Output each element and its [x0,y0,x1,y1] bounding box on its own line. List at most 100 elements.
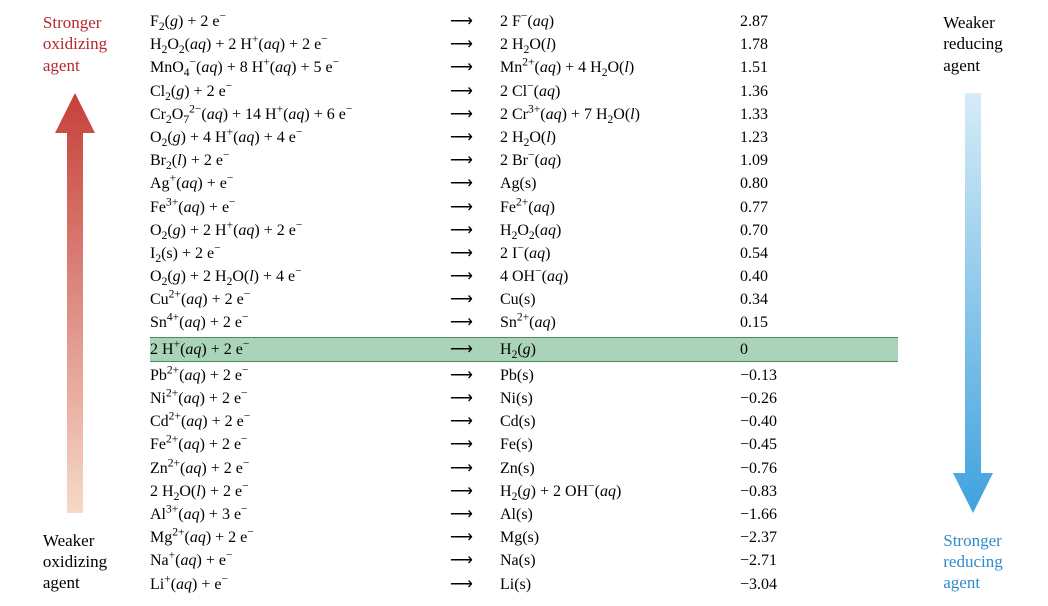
half-reaction-lhs: O2(g) + 2 H2O(l) + 4 e− [150,265,450,288]
reaction-arrow-icon: ⟶ [450,219,500,242]
half-reaction-lhs: Li+(aq) + e− [150,573,450,596]
table-row: Sn4+(aq) + 2 e−⟶Sn2+(aq)0.15 [150,311,898,334]
potential-value: −1.66 [730,503,810,526]
reaction-arrow-icon: ⟶ [450,103,500,126]
half-reaction-rhs: 2 I−(aq) [500,242,730,265]
reaction-arrow-icon: ⟶ [450,33,500,56]
table-row: Al3+(aq) + 3 e−⟶Al(s)−1.66 [150,503,898,526]
half-reaction-rhs: 2 Cl−(aq) [500,80,730,103]
potential-value: −2.37 [730,526,810,549]
red-arrow-up [55,76,95,530]
potential-value: 0.77 [730,196,810,219]
table-row: H2O2(aq) + 2 H+(aq) + 2 e−⟶2 H2O(l)1.78 [150,33,898,56]
table-row: Na+(aq) + e−⟶Na(s)−2.71 [150,549,898,572]
potential-value: 0 [730,338,810,361]
table-row: Ag+(aq) + e−⟶Ag(s)0.80 [150,172,898,195]
potential-value: −0.45 [730,433,810,456]
table-row: I2(s) + 2 e−⟶2 I−(aq)0.54 [150,242,898,265]
half-reaction-rhs: 2 Br−(aq) [500,149,730,172]
half-reaction-rhs: 2 H2O(l) [500,33,730,56]
table-row: Zn2+(aq) + 2 e−⟶Zn(s)−0.76 [150,457,898,480]
table-row-reference: 2 H+(aq) + 2 e−⟶H2(g)0 [150,337,898,362]
half-reaction-lhs: 2 H2O(l) + 2 e− [150,480,450,503]
reaction-arrow-icon: ⟶ [450,172,500,195]
half-reaction-lhs: Sn4+(aq) + 2 e− [150,311,450,334]
half-reaction-lhs: Cr2O72−(aq) + 14 H+(aq) + 6 e− [150,103,450,126]
half-reaction-rhs: 2 F−(aq) [500,10,730,33]
reaction-arrow-icon: ⟶ [450,526,500,549]
half-reaction-rhs: Fe(s) [500,433,730,456]
half-reaction-rhs: Pb(s) [500,364,730,387]
table-row: Cr2O72−(aq) + 14 H+(aq) + 6 e−⟶2 Cr3+(aq… [150,103,898,126]
half-reaction-rhs: Mn2+(aq) + 4 H2O(l) [500,56,730,79]
table-row: Fe2+(aq) + 2 e−⟶Fe(s)−0.45 [150,433,898,456]
potential-value: 2.87 [730,10,810,33]
half-reaction-rhs: Li(s) [500,573,730,596]
half-reaction-lhs: O2(g) + 2 H+(aq) + 2 e− [150,219,450,242]
table-row: Li+(aq) + e−⟶Li(s)−3.04 [150,573,898,596]
table-row: Cu2+(aq) + 2 e−⟶Cu(s)0.34 [150,288,898,311]
half-reaction-rhs: H2(g) + 2 OH−(aq) [500,480,730,503]
table-row: Mg2+(aq) + 2 e−⟶Mg(s)−2.37 [150,526,898,549]
potential-value: −0.83 [730,480,810,503]
table-row: F2(g) + 2 e−⟶2 F−(aq)2.87 [150,10,898,33]
half-reaction-lhs: Cu2+(aq) + 2 e− [150,288,450,311]
half-reaction-rhs: Cu(s) [500,288,730,311]
half-reaction-rhs: Ag(s) [500,172,730,195]
reaction-arrow-icon: ⟶ [450,242,500,265]
potential-value: 1.78 [730,33,810,56]
reaction-arrow-icon: ⟶ [450,410,500,433]
right-top-label: Weakerreducingagent [943,12,1002,76]
half-reaction-lhs: Zn2+(aq) + 2 e− [150,457,450,480]
reaction-arrow-icon: ⟶ [450,56,500,79]
half-reaction-lhs: Fe2+(aq) + 2 e− [150,433,450,456]
arrow-down-icon [953,93,993,513]
half-reaction-lhs: Ni2+(aq) + 2 e− [150,387,450,410]
table-row: MnO4−(aq) + 8 H+(aq) + 5 e−⟶Mn2+(aq) + 4… [150,56,898,79]
half-reaction-lhs: Mg2+(aq) + 2 e− [150,526,450,549]
reaction-arrow-icon: ⟶ [450,265,500,288]
reaction-arrow-icon: ⟶ [450,387,500,410]
reaction-arrow-icon: ⟶ [450,196,500,219]
left-bottom-label: Weakeroxidizingagent [43,530,107,594]
potential-value: 0.34 [730,288,810,311]
reaction-arrow-icon: ⟶ [450,149,500,172]
potential-value: 0.70 [730,219,810,242]
reaction-arrow-icon: ⟶ [450,10,500,33]
reaction-arrow-icon: ⟶ [450,549,500,572]
half-reaction-lhs: H2O2(aq) + 2 H+(aq) + 2 e− [150,33,450,56]
half-reaction-rhs: Sn2+(aq) [500,311,730,334]
reaction-arrow-icon: ⟶ [450,338,500,361]
half-reaction-lhs: Br2(l) + 2 e− [150,149,450,172]
potential-value: 0.54 [730,242,810,265]
half-reaction-lhs: Cd2+(aq) + 2 e− [150,410,450,433]
reaction-arrow-icon: ⟶ [450,433,500,456]
table-row: Ni2+(aq) + 2 e−⟶Ni(s)−0.26 [150,387,898,410]
half-reaction-lhs: Cl2(g) + 2 e− [150,80,450,103]
table-row: O2(g) + 2 H2O(l) + 4 e−⟶4 OH−(aq)0.40 [150,265,898,288]
potential-value: 1.09 [730,149,810,172]
blue-arrow-down [953,76,993,530]
table-row: O2(g) + 4 H+(aq) + 4 e−⟶2 H2O(l)1.23 [150,126,898,149]
half-reaction-lhs: Fe3+(aq) + e− [150,196,450,219]
reduction-potential-table: F2(g) + 2 e−⟶2 F−(aq)2.87H2O2(aq) + 2 H+… [150,10,898,596]
half-reaction-lhs: Pb2+(aq) + 2 e− [150,364,450,387]
right-axis: Weakerreducingagent Strongerreducingagen… [918,10,1028,596]
potential-value: −0.26 [730,387,810,410]
table-row: 2 H2O(l) + 2 e−⟶H2(g) + 2 OH−(aq)−0.83 [150,480,898,503]
table-row: Fe3+(aq) + e−⟶Fe2+(aq)0.77 [150,196,898,219]
potential-value: 0.40 [730,265,810,288]
reaction-arrow-icon: ⟶ [450,80,500,103]
table-row: Br2(l) + 2 e−⟶2 Br−(aq)1.09 [150,149,898,172]
half-reaction-rhs: Fe2+(aq) [500,196,730,219]
potential-value: 1.23 [730,126,810,149]
table-row: Cd2+(aq) + 2 e−⟶Cd(s)−0.40 [150,410,898,433]
potential-value: 1.51 [730,56,810,79]
half-reaction-rhs: 4 OH−(aq) [500,265,730,288]
potential-value: −0.40 [730,410,810,433]
half-reaction-rhs: Mg(s) [500,526,730,549]
half-reaction-rhs: H2(g) [500,338,730,361]
half-reaction-lhs: Al3+(aq) + 3 e− [150,503,450,526]
potential-value: 1.33 [730,103,810,126]
reaction-arrow-icon: ⟶ [450,288,500,311]
